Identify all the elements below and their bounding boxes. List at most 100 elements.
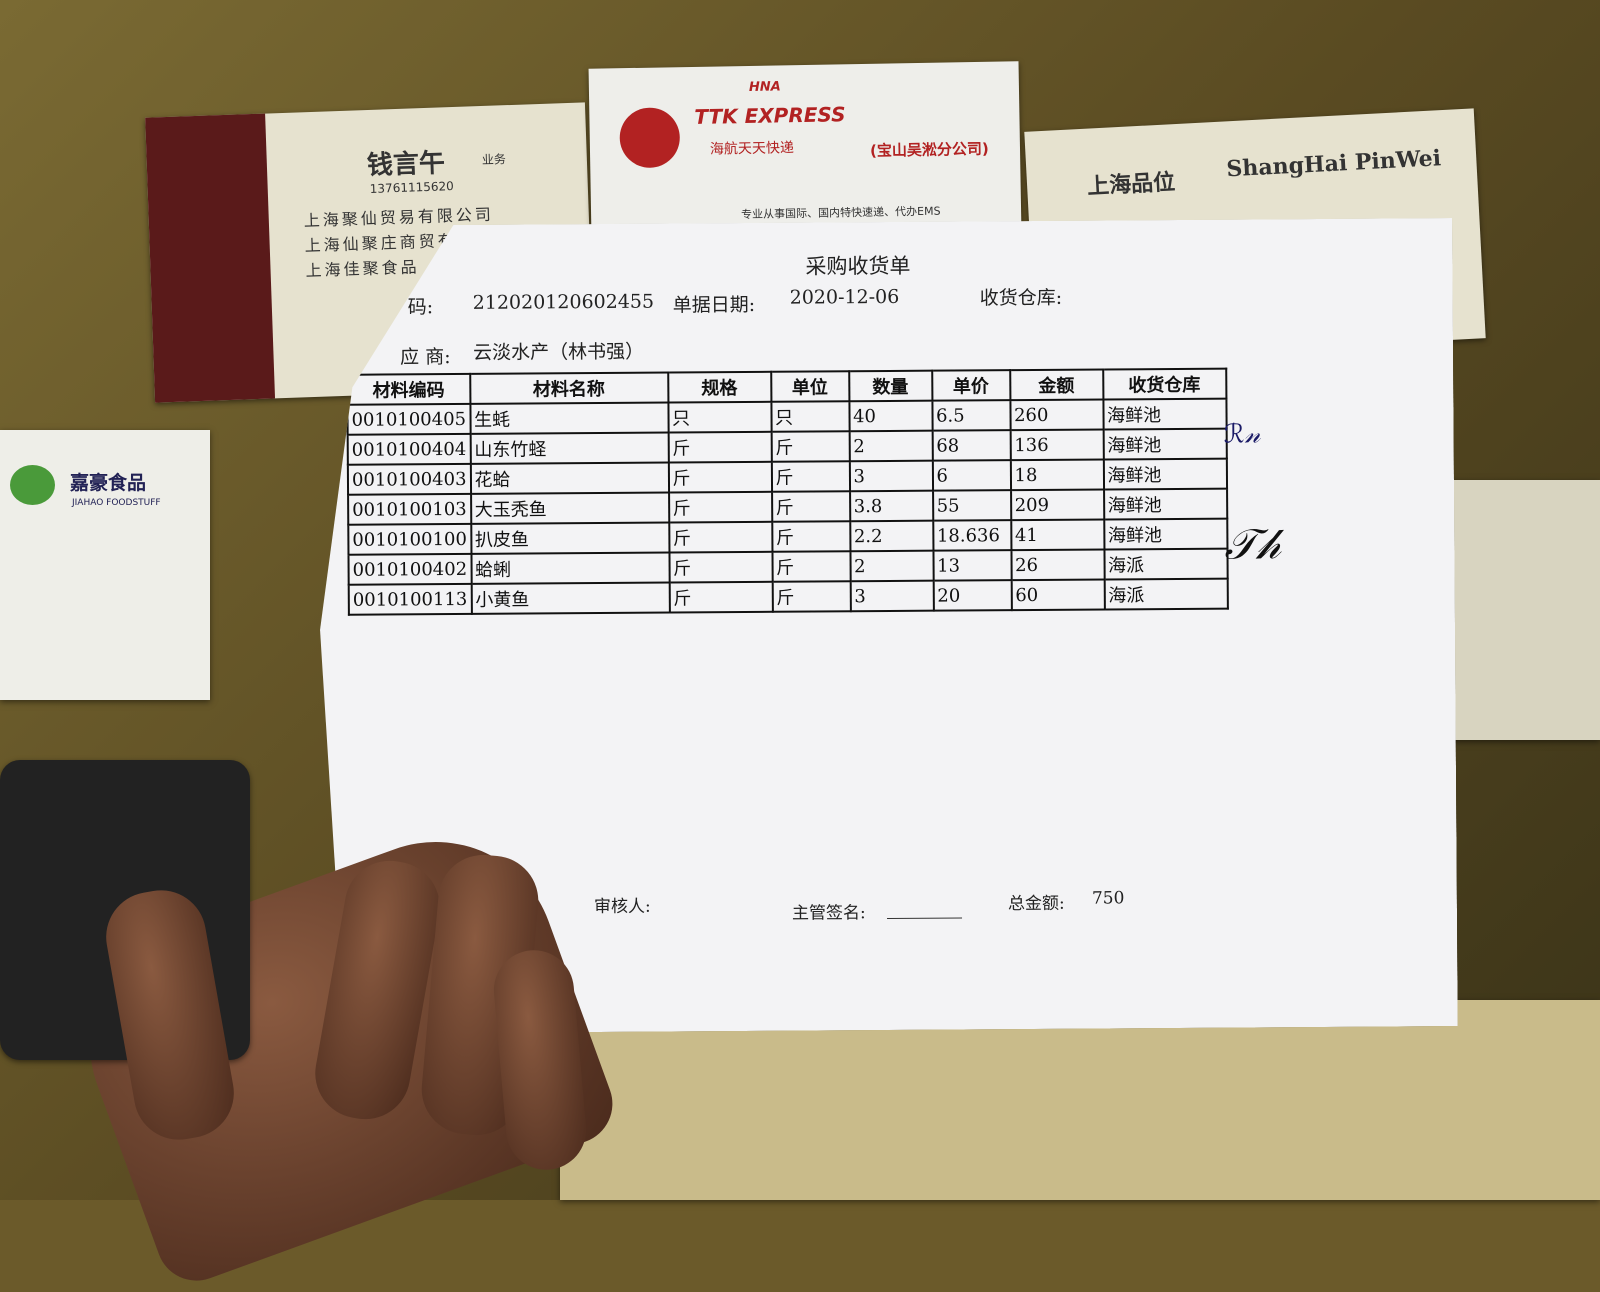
material-code-cell: 0010100403 <box>348 464 471 495</box>
header-qty: 数量 <box>849 371 932 402</box>
unit-price-cell: 20 <box>933 580 1011 611</box>
ttk-branch: (宝山吴淞分公司) <box>869 139 989 160</box>
reviewer-label: 审核人: <box>593 896 651 918</box>
unit-cell: 斤 <box>772 581 850 612</box>
spec-cell: 斤 <box>668 432 771 463</box>
header-warehouse: 收货仓库 <box>1103 369 1226 400</box>
quantity-cell: 3 <box>849 461 932 492</box>
warehouse-cell: 海鲜池 <box>1104 519 1227 550</box>
unit-price-cell: 55 <box>933 490 1011 521</box>
unit-price-cell: 13 <box>933 550 1011 581</box>
jiahao-logo-icon <box>10 465 55 505</box>
date-label: 单据日期: <box>672 293 756 317</box>
ttk-service: 专业从事国际、国内特快速递、代办EMS <box>741 204 941 222</box>
document-date: 2020-12-06 <box>789 285 900 309</box>
material-code-cell: 0010100402 <box>348 554 471 585</box>
header-code: 材料编码 <box>347 374 470 405</box>
jiahao-brand-cn: 嘉豪食品 <box>70 472 147 494</box>
card-role: 业务 <box>481 152 507 168</box>
header-price: 单价 <box>932 370 1010 401</box>
amount-cell: 60 <box>1011 579 1104 610</box>
warehouse-cell: 海鲜池 <box>1104 489 1227 520</box>
business-card-jiahao: 嘉豪食品 JIAHAO FOODSTUFF <box>0 430 210 700</box>
supplier-name: 云淡水产（林书强） <box>473 340 645 364</box>
supplier-label: 应 商: <box>400 346 451 369</box>
manager-signature-line <box>887 917 962 919</box>
amount-cell: 209 <box>1011 489 1104 520</box>
header-unit: 单位 <box>771 371 849 402</box>
document-title: 采购收货单 <box>805 253 911 279</box>
warehouse-cell: 海鲜池 <box>1103 459 1226 490</box>
warehouse-label: 收货仓库: <box>979 286 1063 310</box>
handwritten-signature-1: ℛ𝓃 <box>1223 419 1261 450</box>
ttk-logo-icon <box>619 107 681 169</box>
amount-cell: 136 <box>1010 429 1103 460</box>
material-name-cell: 花蛤 <box>470 463 668 494</box>
warehouse-cell: 海派 <box>1104 549 1227 580</box>
card-right-yellow <box>1440 480 1600 740</box>
spec-cell: 斤 <box>669 492 772 523</box>
material-name-cell: 扒皮鱼 <box>471 523 669 554</box>
warehouse-cell: 海派 <box>1104 579 1227 610</box>
table-row: 0010100113 小黄鱼斤斤 3 20 60 海派 <box>349 579 1228 615</box>
quantity-cell: 2 <box>849 431 932 462</box>
material-code-cell: 0010100405 <box>347 404 470 435</box>
header-spec: 规格 <box>668 372 771 403</box>
total-amount: 750 <box>1091 888 1125 909</box>
warehouse-cell: 海鲜池 <box>1103 429 1226 460</box>
unit-cell: 斤 <box>772 521 850 552</box>
amount-cell: 260 <box>1010 399 1103 430</box>
unit-cell: 斤 <box>772 491 850 522</box>
unit-price-cell: 18.636 <box>933 520 1011 551</box>
unit-cell: 只 <box>771 401 849 432</box>
amount-cell: 26 <box>1011 549 1104 580</box>
flyer-bottom <box>560 1000 1600 1200</box>
unit-price-cell: 68 <box>932 430 1010 461</box>
material-name-cell: 大玉秃鱼 <box>471 493 669 524</box>
ttk-brand: TTK EXPRESS <box>694 102 846 129</box>
material-code-cell: 0010100100 <box>348 524 471 555</box>
document-code: 212020120602455 <box>472 290 655 314</box>
material-name-cell: 蛤蜊 <box>471 553 669 584</box>
card-name: 钱言午 <box>366 148 446 182</box>
header-name: 材料名称 <box>470 373 668 404</box>
material-code-cell: 0010100103 <box>348 494 471 525</box>
quantity-cell: 3 <box>850 581 933 612</box>
jiahao-brand-en: JIAHAO FOODSTUFF <box>72 498 161 508</box>
material-code-cell: 0010100113 <box>349 584 472 615</box>
material-code-cell: 0010100404 <box>348 434 471 465</box>
warehouse-cell: 海鲜池 <box>1103 399 1226 430</box>
material-name-cell: 生蚝 <box>470 403 668 434</box>
quantity-cell: 3.8 <box>850 491 933 522</box>
unit-cell: 斤 <box>772 551 850 582</box>
pinwei-brand-en: ShangHai PinWei <box>1225 145 1442 183</box>
unit-cell: 斤 <box>771 431 849 462</box>
material-name-cell: 小黄鱼 <box>471 583 669 614</box>
unit-cell: 斤 <box>771 461 849 492</box>
spec-cell: 斤 <box>669 522 772 553</box>
business-card-ttk: HNA TTK EXPRESS 海航天天快递 (宝山吴淞分公司) 专业从事国际、… <box>588 61 1022 239</box>
handwritten-signature-2: 𝒯𝒽 <box>1224 519 1281 569</box>
unit-price-cell: 6 <box>932 460 1010 491</box>
quantity-cell: 2 <box>850 551 933 582</box>
spec-cell: 斤 <box>668 462 771 493</box>
ttk-subtitle: 海航天天快递 <box>709 140 795 158</box>
spec-cell: 斤 <box>669 552 772 583</box>
quantity-cell: 2.2 <box>850 521 933 552</box>
unit-price-cell: 6.5 <box>932 400 1010 431</box>
hna-label: HNA <box>748 79 781 95</box>
spec-cell: 斤 <box>669 582 772 613</box>
total-label: 总金额: <box>1007 893 1065 915</box>
code-label: 码: <box>407 296 434 319</box>
manager-signature-label: 主管签名: <box>791 903 866 924</box>
card-logo-band <box>145 113 276 403</box>
material-name-cell: 山东竹蛏 <box>470 433 668 464</box>
amount-cell: 41 <box>1011 519 1104 550</box>
pinwei-brand-cn: 上海品位 <box>1086 170 1176 200</box>
card-company-3: 上海佳聚食品 <box>305 257 420 281</box>
quantity-cell: 40 <box>849 401 932 432</box>
spec-cell: 只 <box>668 402 771 433</box>
items-table: 材料编码 材料名称 规格 单位 数量 单价 金额 收货仓库 0010100405… <box>346 368 1228 616</box>
card-phone: 13761115620 <box>369 179 454 196</box>
header-amount: 金额 <box>1010 369 1103 400</box>
